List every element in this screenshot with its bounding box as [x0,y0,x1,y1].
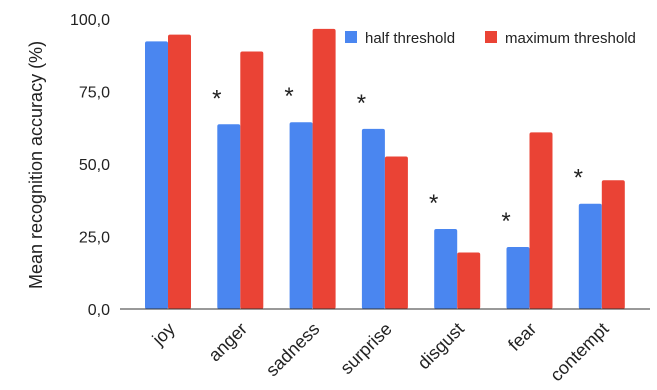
y-tick-label: 0,0 [88,302,110,319]
bar-contempt-half-threshold [578,203,602,309]
significance-asterisk-anger: * [212,85,221,112]
x-tick-label-sadness: sadness [262,319,324,381]
significance-asterisk-sadness: * [284,83,293,110]
significance-asterisk-surprise: * [357,90,366,117]
x-tick-label-joy: joy [148,319,179,350]
legend: half threshold maximum threshold [345,30,636,47]
bar-anger-maximum-threshold [240,51,264,309]
bar-surprise-half-threshold [361,128,385,309]
y-tick-label: 75,0 [79,85,110,102]
significance-asterisk-fear: * [501,208,510,235]
bar-sadness-maximum-threshold [312,28,336,310]
x-tick-label-disgust: disgust [414,319,468,373]
y-axis-ticks: 0,0 25,0 50,0 75,0 100,0 [70,12,110,319]
bar-joy-half-threshold [145,41,168,309]
bars [145,28,625,310]
significance-asterisk-contempt: * [574,165,583,192]
x-tick-label-fear: fear [504,319,540,355]
legend-swatch-half-threshold [345,31,357,43]
bar-contempt-maximum-threshold [601,180,625,309]
bar-anger-half-threshold [217,124,241,310]
bar-fear-maximum-threshold [529,132,553,309]
legend-swatch-maximum-threshold [485,31,497,43]
bar-surprise-maximum-threshold [384,156,408,309]
y-axis-title: Mean recognition accuracy (%) [26,41,46,289]
bar-sadness-half-threshold [289,122,313,310]
x-axis-labels: joy anger sadness surprise disgust fear contem… [148,319,613,386]
y-axis-title-group: Mean recognition accuracy (%) [26,41,46,289]
bar-disgust-maximum-threshold [457,252,481,309]
x-tick-label-surprise: surprise [336,319,395,378]
y-tick-label: 25,0 [79,230,110,247]
bar-joy-maximum-threshold [168,34,191,309]
x-tick-label-contempt: contempt [546,319,613,386]
legend-label-maximum-threshold: maximum threshold [505,30,636,47]
y-tick-label: 50,0 [79,157,110,174]
legend-label-half-threshold: half threshold [365,30,455,47]
bar-disgust-half-threshold [434,228,458,309]
bar-fear-half-threshold [506,246,530,309]
x-tick-label-anger: anger [204,319,251,366]
significance-marks: * * * * * * [212,83,583,235]
significance-asterisk-disgust: * [429,190,438,217]
y-tick-label: 100,0 [70,12,110,29]
